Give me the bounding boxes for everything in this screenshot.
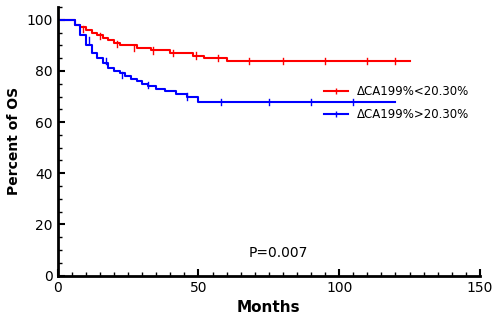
Y-axis label: Percent of OS: Percent of OS xyxy=(7,87,21,195)
Legend: ΔCA199%<20.30%, ΔCA199%>20.30%: ΔCA199%<20.30%, ΔCA199%>20.30% xyxy=(319,80,474,126)
Text: P=0.007: P=0.007 xyxy=(249,246,308,260)
X-axis label: Months: Months xyxy=(237,300,300,315)
